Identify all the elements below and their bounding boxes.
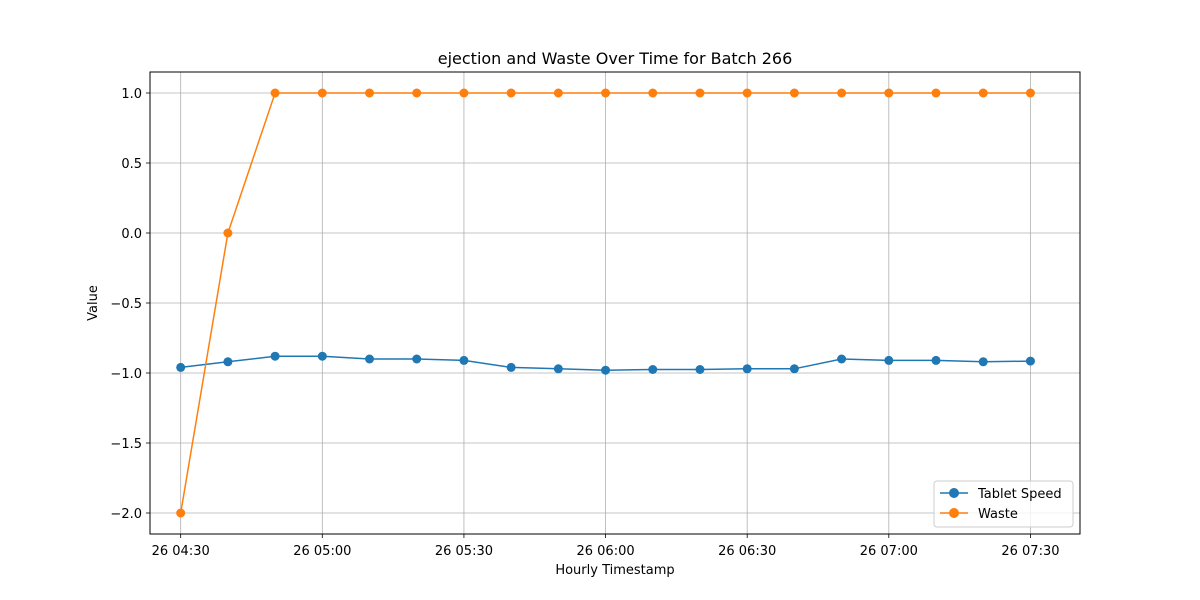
- data-point-tablet-speed: [365, 354, 375, 364]
- data-point-waste: [459, 88, 469, 98]
- x-tick-label: 26 06:30: [718, 544, 776, 559]
- data-point-tablet-speed: [931, 355, 941, 365]
- data-point-tablet-speed: [553, 364, 563, 374]
- ticks: 26 04:30 26 05:00 26 05:30 26 06:00 26 06:30…: [110, 87, 1059, 559]
- x-axis-label: Hourly Timestamp: [555, 563, 674, 578]
- data-point-waste: [742, 88, 752, 98]
- y-tick-label: −1.0: [110, 367, 142, 382]
- legend-label-waste: Waste: [978, 507, 1018, 522]
- data-point-tablet-speed: [506, 362, 516, 372]
- data-point-waste: [365, 88, 375, 98]
- data-point-tablet-speed: [601, 365, 611, 375]
- data-point-waste: [837, 88, 847, 98]
- x-tick-label: 26 06:00: [576, 544, 634, 559]
- data-point-tablet-speed: [978, 357, 988, 367]
- y-tick-label: −1.5: [110, 437, 142, 452]
- data-point-waste: [695, 88, 705, 98]
- data-point-waste: [506, 88, 516, 98]
- data-point-waste: [601, 88, 611, 98]
- data-point-waste: [553, 88, 563, 98]
- series-group: [176, 88, 1035, 518]
- data-point-tablet-speed: [837, 354, 847, 364]
- data-point-waste: [176, 508, 186, 518]
- data-point-waste: [931, 88, 941, 98]
- legend-label-tablet-speed: Tablet Speed: [977, 487, 1062, 502]
- data-point-waste: [412, 88, 422, 98]
- y-axis-label: Value: [86, 285, 101, 321]
- data-point-tablet-speed: [695, 365, 705, 374]
- chart-title: ejection and Waste Over Time for Batch 2…: [438, 49, 793, 68]
- x-tick-label: 26 05:30: [435, 544, 493, 559]
- y-tick-label: 0.5: [121, 157, 142, 172]
- legend-marker-tablet-speed: [949, 488, 959, 498]
- y-tick-label: 1.0: [121, 87, 142, 102]
- x-tick-label: 26 07:30: [1001, 544, 1059, 559]
- data-point-waste: [270, 88, 280, 98]
- data-point-waste: [978, 88, 988, 98]
- data-point-tablet-speed: [789, 364, 799, 374]
- data-point-tablet-speed: [412, 354, 422, 364]
- data-point-tablet-speed: [459, 355, 469, 365]
- x-tick-label: 26 07:00: [860, 544, 918, 559]
- data-point-tablet-speed: [742, 364, 752, 374]
- y-tick-label: −2.0: [110, 507, 142, 522]
- data-point-tablet-speed: [1025, 356, 1035, 366]
- data-point-tablet-speed: [270, 351, 280, 361]
- legend: Tablet Speed Waste: [933, 480, 1074, 528]
- x-tick-label: 26 04:30: [152, 544, 210, 559]
- legend-marker-waste: [949, 508, 959, 518]
- data-point-tablet-speed: [648, 365, 658, 374]
- data-point-waste: [884, 88, 894, 98]
- y-tick-label: −0.5: [110, 297, 142, 312]
- data-point-tablet-speed: [317, 351, 327, 361]
- x-tick-label: 26 05:00: [293, 544, 351, 559]
- data-point-tablet-speed: [176, 362, 186, 372]
- data-point-waste: [789, 88, 799, 98]
- data-point-waste: [317, 88, 327, 98]
- data-point-tablet-speed: [884, 355, 894, 365]
- data-point-waste: [223, 228, 233, 238]
- data-point-waste: [648, 88, 658, 98]
- data-point-tablet-speed: [223, 357, 233, 367]
- data-point-waste: [1025, 88, 1035, 98]
- legend-box: [933, 480, 1074, 528]
- y-tick-label: 0.0: [121, 227, 142, 242]
